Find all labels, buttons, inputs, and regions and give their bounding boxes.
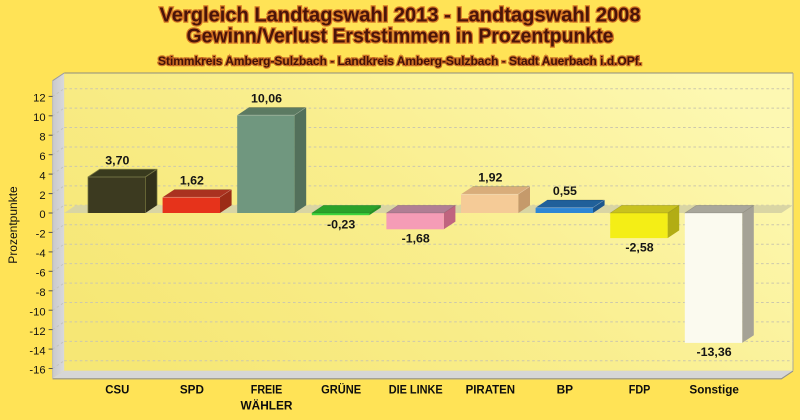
svg-text:8: 8	[39, 131, 45, 143]
svg-text:-2,58: -2,58	[625, 240, 653, 254]
svg-text:Vergleich Landtagswahl 2013 -: Vergleich Landtagswahl 2013 - Landtagswa…	[160, 4, 641, 27]
svg-text:-6: -6	[36, 268, 46, 280]
svg-text:Sonstige: Sonstige	[689, 383, 739, 397]
svg-text:0,55: 0,55	[553, 184, 577, 198]
svg-text:WÄHLER: WÄHLER	[241, 397, 293, 412]
svg-text:BP: BP	[557, 383, 574, 397]
svg-text:3,70: 3,70	[105, 153, 129, 167]
svg-text:-14: -14	[29, 345, 45, 357]
svg-text:0: 0	[39, 209, 45, 221]
svg-text:-8: -8	[36, 287, 46, 299]
svg-text:PIRATEN: PIRATEN	[466, 383, 516, 397]
svg-text:-16: -16	[29, 365, 45, 377]
svg-text:2: 2	[39, 190, 45, 202]
svg-text:GRÜNE: GRÜNE	[321, 382, 361, 397]
svg-text:-10: -10	[29, 306, 45, 318]
svg-text:Prozentpunkte: Prozentpunkte	[6, 186, 20, 264]
svg-text:4: 4	[39, 170, 45, 182]
svg-text:1,62: 1,62	[180, 174, 204, 188]
svg-text:FREIE: FREIE	[251, 383, 282, 397]
svg-text:1,92: 1,92	[478, 171, 502, 185]
svg-text:10,06: 10,06	[251, 92, 282, 106]
svg-text:-2: -2	[36, 229, 46, 241]
svg-text:CSU: CSU	[105, 383, 129, 397]
svg-text:Stimmkreis Amberg-Sulzbach - L: Stimmkreis Amberg-Sulzbach - Landkreis A…	[158, 54, 642, 68]
svg-text:FDP: FDP	[629, 383, 651, 397]
svg-text:Vergleich Landtagswahl 2013 -: Vergleich Landtagswahl 2013 - Landtagswa…	[160, 4, 641, 27]
svg-text:12: 12	[33, 93, 45, 105]
svg-text:6: 6	[39, 151, 45, 163]
svg-text:Stimmkreis Amberg-Sulzbach - L: Stimmkreis Amberg-Sulzbach - Landkreis A…	[158, 54, 642, 68]
svg-text:-12: -12	[29, 326, 45, 338]
svg-text:-1,68: -1,68	[402, 232, 430, 246]
svg-text:DIE LINKE: DIE LINKE	[389, 383, 443, 397]
svg-text:-4: -4	[36, 248, 46, 260]
svg-text:-0,23: -0,23	[327, 218, 355, 232]
svg-text:-13,36: -13,36	[697, 345, 732, 359]
svg-text:Gewinn/Verlust Erststimmen in: Gewinn/Verlust Erststimmen in Prozentpun…	[187, 25, 614, 47]
svg-text:10: 10	[33, 112, 45, 124]
svg-text:Gewinn/Verlust Erststimmen in: Gewinn/Verlust Erststimmen in Prozentpun…	[187, 25, 614, 47]
svg-text:SPD: SPD	[180, 383, 204, 397]
